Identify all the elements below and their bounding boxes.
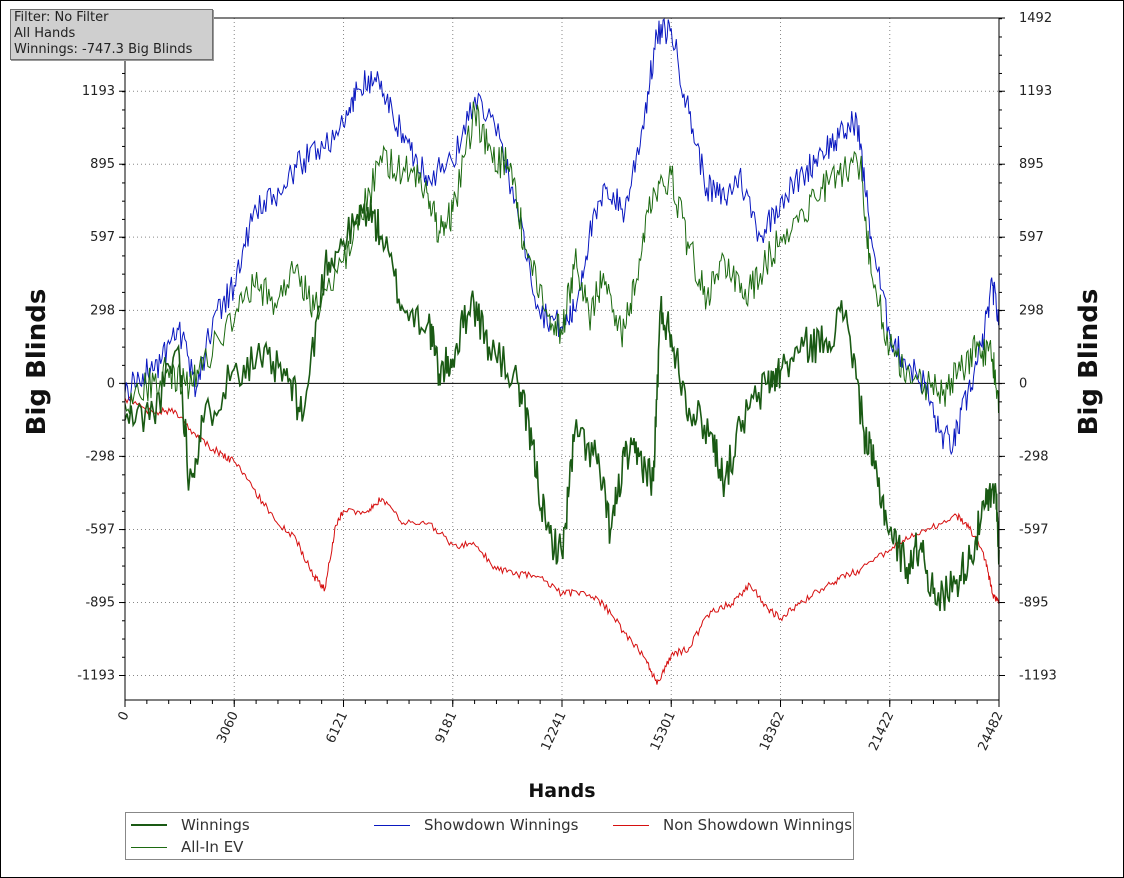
legend-label-winnings: Winnings [181, 816, 250, 834]
legend-swatch-non-showdown [613, 824, 649, 826]
y-tick-label-left: 895 [90, 157, 115, 172]
x-tick-label: 18362 [757, 709, 788, 753]
y-tick-label-right: -1193 [1019, 669, 1057, 684]
legend-label-showdown: Showdown Winnings [424, 816, 579, 834]
filter-line: Filter: No Filter [14, 10, 109, 25]
y-tick-label-left: 298 [90, 303, 115, 318]
series-group [124, 18, 1000, 685]
y-axis-title-right: Big Blinds [1074, 289, 1104, 436]
legend: Winnings Showdown Winnings Non Showdown … [125, 812, 854, 860]
series-line-winnings [124, 198, 1000, 612]
y-axis-title-left: Big Blinds [22, 289, 52, 436]
series-line-allin-ev [124, 101, 1000, 414]
y-tick-label-right: -895 [1019, 596, 1049, 611]
legend-item-showdown[interactable]: Showdown Winnings [374, 816, 578, 834]
winnings-line: Winnings: -747.3 Big Blinds [14, 42, 193, 57]
x-tick-label: 15301 [648, 709, 679, 753]
y-tick-label-right: 1193 [1019, 84, 1052, 99]
y-tick-label-right: 895 [1019, 157, 1044, 172]
x-tick-label: 21422 [866, 709, 897, 753]
axes [119, 17, 1005, 707]
y-tick-label-right: -298 [1019, 449, 1049, 464]
y-tick-label-left: -597 [85, 523, 115, 538]
x-axis-title: Hands [528, 780, 595, 802]
y-tick-label-left: -895 [85, 596, 115, 611]
series-line-showdown [124, 18, 1000, 456]
y-tick-label-left: 0 [107, 376, 115, 391]
x-tick-label: 0 [116, 709, 133, 723]
x-tick-label: 12241 [539, 709, 570, 753]
x-tick-label: 6121 [324, 709, 352, 745]
y-tick-label-left: -1193 [77, 669, 115, 684]
y-tick-label-right: 597 [1019, 230, 1044, 245]
y-tick-label-right: -597 [1019, 523, 1049, 538]
y-tick-label-left: 597 [90, 230, 115, 245]
tick-labels: 1193 895 597 298 0 -298 -597 -895 -1193 1492 1193 8… [77, 11, 1057, 753]
y-tick-label-left: 1193 [82, 84, 115, 99]
y-tick-label-right: 0 [1019, 376, 1027, 391]
legend-item-allin-ev[interactable]: All-In EV [131, 838, 243, 856]
series-line-non-showdown [124, 396, 1000, 685]
legend-label-non-showdown: Non Showdown Winnings [663, 816, 853, 834]
x-tick-label: 3060 [214, 709, 242, 745]
legend-swatch-winnings [131, 824, 167, 826]
x-tick-label: 24482 [976, 709, 1007, 753]
legend-swatch-allin-ev [131, 846, 167, 848]
x-tick-label: 9181 [433, 709, 461, 745]
y-tick-label-right: 298 [1019, 303, 1044, 318]
legend-item-winnings[interactable]: Winnings [131, 816, 250, 834]
filter-info-box: Filter: No Filter All Hands Winnings: -7… [10, 9, 213, 60]
legend-label-allin-ev: All-In EV [181, 838, 244, 856]
y-tick-label-left: -298 [85, 449, 115, 464]
y-tick-label-right: 1492 [1019, 11, 1052, 26]
legend-item-non-showdown[interactable]: Non Showdown Winnings [613, 816, 852, 834]
hands-line: All Hands [14, 26, 76, 41]
legend-swatch-showdown [374, 824, 410, 826]
